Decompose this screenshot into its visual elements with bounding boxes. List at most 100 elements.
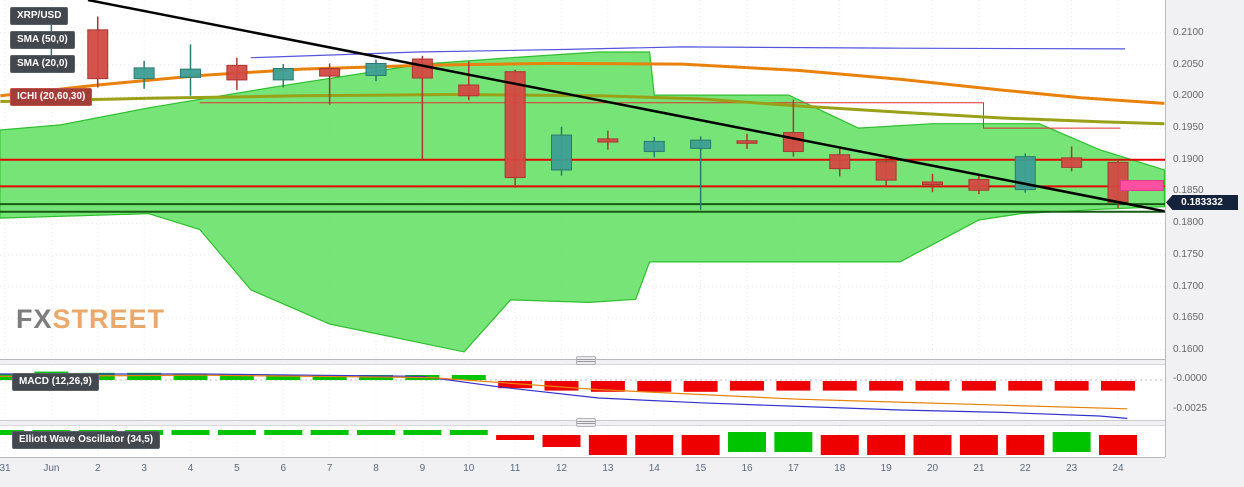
candle-body	[875, 161, 897, 181]
time-axis-label: 18	[834, 463, 846, 474]
price-axis-label: 0.1600	[1173, 344, 1204, 355]
macd-bar	[590, 381, 625, 392]
time-axis-label: 22	[1019, 463, 1031, 474]
candle-19	[875, 157, 897, 186]
candle-body	[597, 138, 619, 143]
candle-7	[319, 63, 341, 105]
chikou-line	[250, 46, 1126, 59]
price-axis-label: 0.1950	[1173, 122, 1204, 133]
candle-body	[690, 139, 712, 149]
candle-body	[922, 181, 943, 186]
time-axis-label: 20	[926, 463, 939, 474]
time-axis-label: 9	[419, 463, 426, 474]
macd-legend-badge[interactable]: MACD (12,26,9)	[12, 373, 99, 391]
candle-body	[133, 67, 155, 80]
macd-bar	[544, 381, 579, 391]
ewo-legend-badge[interactable]: Elliott Wave Oscillator (34,5)	[12, 431, 161, 449]
ewo-bar	[959, 435, 998, 455]
main-chart-canvas[interactable]	[0, 0, 1165, 359]
macd-histogram	[0, 371, 1135, 392]
candle-body	[736, 140, 758, 144]
price-scale-gutter[interactable]	[1165, 0, 1244, 457]
macd-bar	[451, 375, 486, 380]
candle-14	[643, 136, 665, 158]
candle-5	[226, 57, 248, 91]
time-axis-label: 12	[555, 463, 568, 474]
ewo-bar	[1052, 432, 1091, 452]
candle-4	[180, 44, 201, 96]
ewo-bar	[1006, 435, 1045, 455]
sma50-legend-badge[interactable]: SMA (50,0)	[10, 31, 75, 49]
price-axis-label: 0.2100	[1173, 27, 1204, 38]
candle-body	[968, 178, 990, 191]
macd-canvas[interactable]	[0, 365, 1165, 420]
price-axis-label: 0.1650	[1173, 312, 1204, 323]
kijun-line	[199, 102, 1121, 129]
macd-bar	[683, 381, 718, 392]
macd-bar	[1054, 381, 1089, 391]
candle-body	[87, 29, 109, 80]
time-axis-label: 31	[0, 463, 11, 474]
macd-bar	[961, 381, 996, 391]
ewo-canvas[interactable]	[0, 426, 1165, 457]
ewo-bar	[217, 430, 256, 435]
price-axis-label: 0.1700	[1173, 281, 1204, 292]
time-axis[interactable]	[0, 457, 1244, 487]
panel-resize-handle[interactable]	[576, 418, 596, 427]
symbol-badge[interactable]: XRP/USD	[10, 7, 69, 25]
ewo-panel[interactable]	[0, 425, 1165, 458]
candle-22	[1014, 153, 1036, 193]
time-axis-label: 5	[234, 463, 240, 474]
fxstreet-watermark: FXSTREET	[16, 304, 165, 335]
candle-21	[968, 175, 990, 195]
macd-bar	[822, 381, 857, 391]
price-axis-label: 0.1900	[1173, 154, 1204, 165]
candle-body	[180, 68, 201, 78]
candle-16	[736, 133, 758, 150]
ewo-bar	[635, 435, 674, 455]
ewo-bar	[310, 430, 349, 435]
ewo-bar	[681, 435, 720, 455]
ewo-bar	[357, 430, 395, 435]
macd-axis-label: -0.0000	[1173, 373, 1207, 384]
price-alert-marker[interactable]	[1120, 180, 1164, 191]
candle-body	[643, 140, 665, 153]
ewo-histogram	[0, 430, 1137, 455]
time-axis-label: 2	[94, 463, 101, 474]
time-axis-label: 14	[648, 463, 660, 474]
macd-bar	[312, 375, 347, 380]
ewo-bar	[542, 435, 581, 447]
macd-line	[0, 373, 1128, 419]
price-axis-label: 0.1800	[1173, 217, 1204, 228]
candle-body	[226, 64, 248, 81]
price-axis-label: 0.2000	[1173, 90, 1204, 101]
time-axis-label: 6	[280, 463, 287, 474]
ewo-bar	[403, 430, 442, 435]
ichimoku-cloud	[0, 51, 1165, 353]
panel-resize-handle[interactable]	[576, 356, 596, 365]
ewo-bar	[588, 435, 627, 455]
candle-13	[597, 130, 619, 150]
time-axis-label: 8	[373, 463, 379, 474]
main-chart-panel[interactable]	[0, 0, 1165, 360]
fxstreet-watermark-fx: FX	[16, 304, 53, 334]
time-axis-label: 16	[741, 463, 753, 474]
macd-bar	[1008, 381, 1043, 391]
candle-23	[1061, 146, 1083, 172]
ichimoku-legend-badge[interactable]: ICHI (20,60,30)	[10, 88, 93, 106]
candle-10	[458, 61, 480, 101]
candle-20	[922, 173, 943, 193]
macd-panel[interactable]	[0, 364, 1165, 421]
trend-line	[87, 0, 1165, 213]
candle-body	[1014, 156, 1036, 191]
sma20-legend-badge[interactable]: SMA (20,0)	[10, 55, 75, 73]
candle-6	[272, 64, 294, 88]
time-axis-label: 21	[973, 463, 985, 474]
macd-axis-label: -0.0025	[1173, 403, 1207, 414]
ewo-bar	[1099, 435, 1137, 455]
candle-body	[551, 134, 572, 171]
time-axis-label: 7	[326, 463, 333, 474]
ewo-bar	[496, 435, 535, 440]
macd-bar	[915, 381, 950, 391]
